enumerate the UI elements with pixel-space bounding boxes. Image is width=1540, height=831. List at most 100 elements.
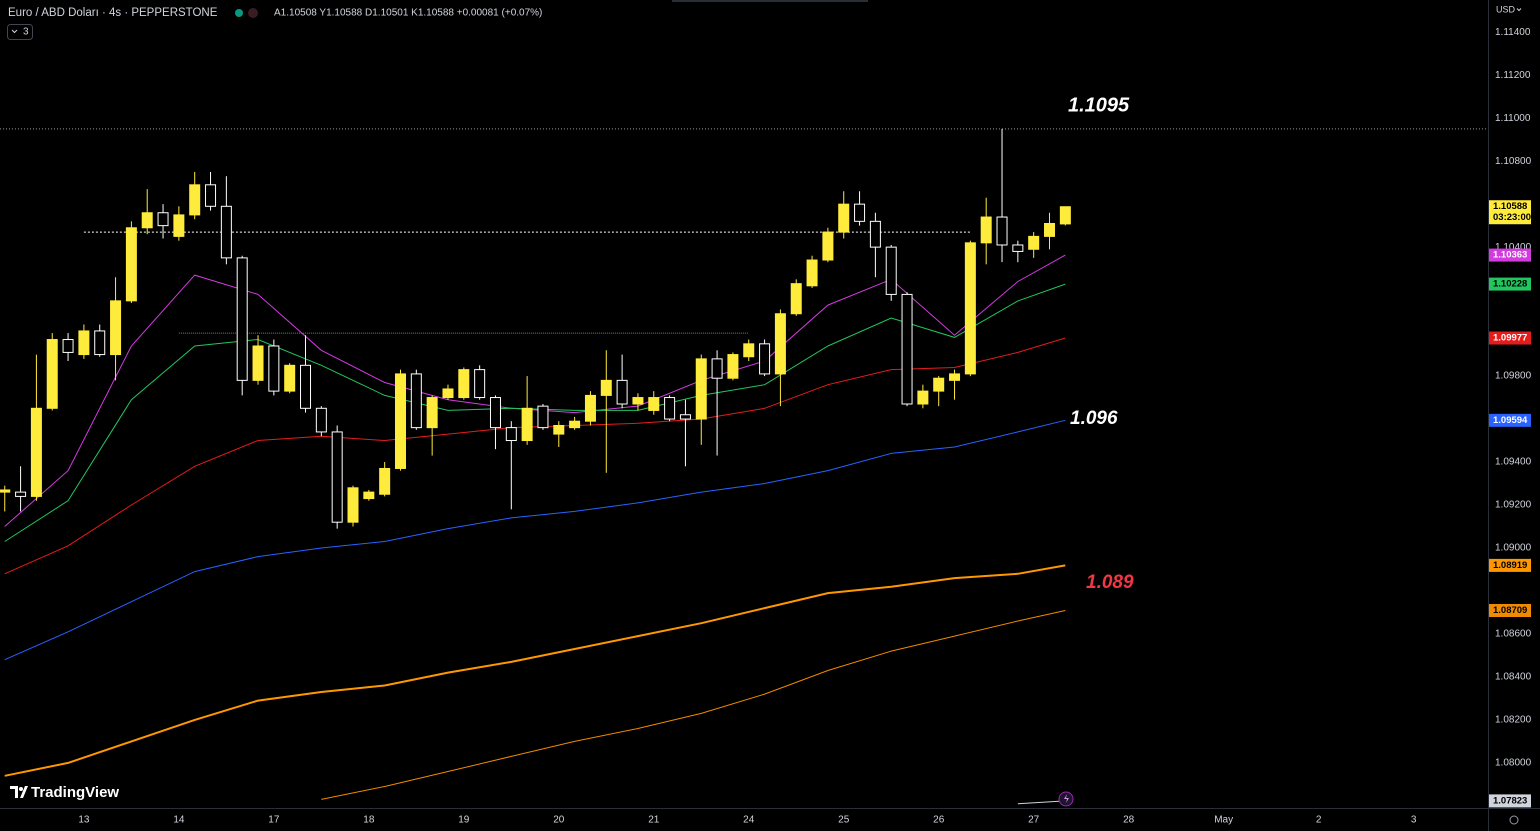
candle-body xyxy=(1059,206,1071,225)
moving-average xyxy=(321,610,1066,800)
candle-body xyxy=(205,184,217,207)
candle-body xyxy=(933,377,945,392)
y-tick-label: 1.11400 xyxy=(1495,27,1531,38)
candle-body xyxy=(996,216,1008,246)
candle-body xyxy=(949,373,961,381)
candle-body xyxy=(505,427,517,442)
x-tick-label: 27 xyxy=(1028,815,1040,826)
price-tag xyxy=(1489,277,1531,291)
symbol-title[interactable]: Euro / ABD Doları · 4s · PEPPERSTONE xyxy=(8,7,218,19)
candle-body xyxy=(743,343,755,358)
candle-body xyxy=(46,339,58,409)
candle-body xyxy=(1012,244,1024,252)
y-tick-label: 1.10800 xyxy=(1495,156,1532,167)
candle-body xyxy=(569,420,581,429)
candle-body xyxy=(790,283,802,315)
candle-body xyxy=(553,424,565,435)
candle-body xyxy=(901,293,913,405)
candle-body xyxy=(1028,235,1040,250)
x-tick-label: 26 xyxy=(933,815,945,826)
x-tick-label: May xyxy=(1214,815,1233,826)
indicator-count: 3 xyxy=(23,27,29,38)
y-tick-label: 1.09400 xyxy=(1495,457,1532,468)
candle-body xyxy=(442,388,454,399)
candle-body xyxy=(648,397,660,411)
brand-name: TradingView xyxy=(31,784,119,801)
y-tick-label: 1.08600 xyxy=(1495,629,1532,640)
status-icon xyxy=(248,8,258,18)
price-tag xyxy=(1489,558,1531,572)
candle-body xyxy=(489,397,501,429)
y-tick-label: 1.08200 xyxy=(1495,715,1532,726)
candle-body xyxy=(173,214,185,237)
plot xyxy=(0,128,1488,805)
candle-body xyxy=(537,405,549,429)
y-tick-label: 1.09200 xyxy=(1495,500,1532,511)
settings-icon[interactable] xyxy=(1509,815,1519,825)
x-tick-label: 28 xyxy=(1123,815,1135,826)
price-tag-label: 1.10228 xyxy=(1493,279,1527,290)
candle-body xyxy=(0,489,11,493)
y-tick-label: 1.08400 xyxy=(1495,672,1532,683)
candle-body xyxy=(679,414,691,420)
price-tag xyxy=(1489,604,1531,618)
price-tag-label: 1.08919 xyxy=(1493,560,1527,571)
indicator-toggle[interactable] xyxy=(7,24,33,40)
candle-body xyxy=(62,339,74,353)
candle-body xyxy=(917,390,929,405)
price-tag xyxy=(1489,331,1531,345)
price-tag-label: 1.10588 xyxy=(1493,201,1527,212)
candle-body xyxy=(78,330,90,356)
price-tag-label: 1.08709 xyxy=(1493,605,1527,616)
price-tag-label: 1.07823 xyxy=(1493,795,1527,806)
candle-body xyxy=(474,369,486,399)
candle-body xyxy=(394,373,406,469)
moving-average xyxy=(4,564,1066,777)
candle-body xyxy=(759,343,771,375)
candle-body xyxy=(379,467,391,495)
y-tick-label: 1.09000 xyxy=(1495,543,1532,554)
annotation: 1.089 xyxy=(1086,572,1134,593)
price-tag xyxy=(1489,794,1531,808)
moving-average xyxy=(4,419,1066,661)
price-tag xyxy=(1489,413,1531,427)
candle-body xyxy=(727,354,739,379)
candle-body xyxy=(964,242,976,375)
x-tick-label: 13 xyxy=(78,815,90,826)
x-tick-label: 20 xyxy=(553,815,565,826)
x-tick-label: 18 xyxy=(363,815,375,826)
candle-body xyxy=(980,216,992,244)
x-tick-label: 17 xyxy=(268,815,280,826)
candle-body xyxy=(189,184,201,216)
candle-body xyxy=(15,491,27,497)
x-tick-label: 14 xyxy=(173,815,185,826)
candle-body xyxy=(268,345,280,392)
x-tick-label: 19 xyxy=(458,815,470,826)
currency[interactable]: USD xyxy=(1496,4,1516,14)
candle-body xyxy=(157,212,169,227)
y-tick-label: 1.08000 xyxy=(1495,758,1532,769)
x-tick-label: 21 xyxy=(648,815,660,826)
candle-body xyxy=(806,259,818,287)
candle-body xyxy=(885,246,897,295)
chevron xyxy=(1516,8,1522,12)
candle-body xyxy=(616,379,628,405)
x-tick-label: 3 xyxy=(1411,815,1417,826)
candle-body xyxy=(1044,222,1056,237)
candle-body xyxy=(347,487,359,523)
candle-body xyxy=(600,379,612,396)
x-tick-label: 24 xyxy=(743,815,755,826)
candle-body xyxy=(632,397,644,405)
status-dot xyxy=(235,9,243,17)
annotation: 1.1095 xyxy=(1068,94,1130,116)
candle-body xyxy=(110,300,122,356)
candle-body xyxy=(331,431,343,523)
y-tick-label: 1.09800 xyxy=(1495,371,1532,382)
brand-logo: TradingView xyxy=(10,784,119,801)
candle-body xyxy=(363,491,375,500)
candle-body xyxy=(584,394,596,422)
candle-body xyxy=(695,358,707,420)
candle-body xyxy=(869,220,881,248)
